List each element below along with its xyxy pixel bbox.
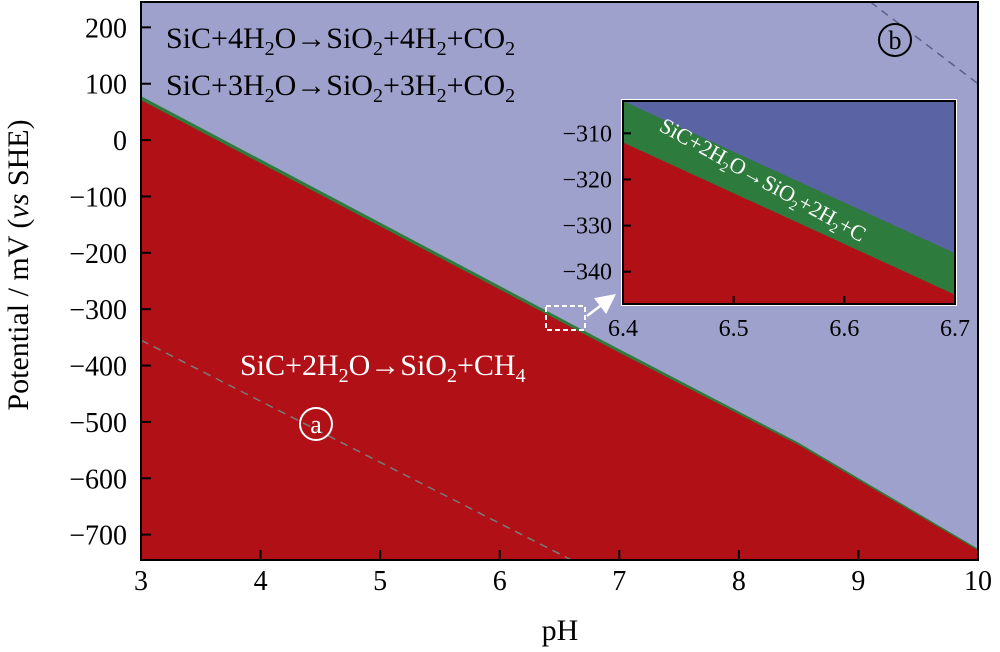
inset-x-tick-label: 6.7 [940,316,970,342]
inset-x-tick-label: 6.5 [719,316,749,342]
inset-x-ticks: 6.4 6.5 6.6 6.7 [608,296,970,342]
y-tick-label: 200 [85,13,127,44]
marker-a: a [299,407,333,441]
plot-frame [140,1,979,561]
marker-b: b [878,23,912,57]
y-tick-label: −400 [69,352,127,383]
y-tick-label: −100 [69,182,127,213]
y-tick-label: 0 [113,126,127,157]
y-axis-ticks: 200 100 0 −100 −200 −300 −400 −500 −600 −700 [69,13,151,552]
y-tick-label: −600 [69,464,127,495]
y-tick-label: −300 [69,295,127,326]
inset-x-tick-label: 6.6 [829,316,859,342]
x-axis-label: pH [542,614,579,647]
svg-text:a: a [310,410,322,439]
reaction-label-4h2o: SiC+4H2O→SiO2+4H2+CO2 [166,22,515,60]
y-tick-label: 100 [85,70,127,101]
x-tick-label: 3 [134,566,148,597]
y-tick-label: −700 [69,521,127,552]
x-tick-label: 10 [964,566,992,597]
inset-red-region [623,142,955,304]
x-tick-label: 7 [612,566,626,597]
inset-y-tick-label: −340 [562,260,612,286]
x-tick-label: 8 [732,566,746,597]
inset-y-tick-label: −320 [562,167,612,193]
x-axis-ticks: 3 4 5 6 7 8 9 10 [134,550,992,597]
dashed-line-a [141,339,572,560]
y-tick-label: −500 [69,408,127,439]
inset-x-tick-label: 6.4 [608,316,638,342]
inset-y-tick-label: −330 [562,214,612,240]
reaction-label-ch4: SiC+2H2O→SiO2+CH4 [240,349,526,387]
x-tick-label: 4 [254,566,268,597]
inset-y-tick-label: −310 [562,121,612,147]
y-axis-label: Potential / mV (vs SHE) [2,119,35,410]
inset-chart: 6.4 6.5 6.6 6.7 −310−320−330−340 SiC+2H2O→S… [562,99,970,342]
x-tick-label: 5 [373,566,387,597]
zoom-box [545,305,586,331]
x-tick-label: 6 [493,566,507,597]
svg-text:b: b [889,26,902,55]
x-tick-label: 9 [851,566,865,597]
dashed-line-b [869,2,978,85]
inset-y-ticks: −310 −320 −330 −340 [562,121,631,286]
y-tick-label: −200 [69,239,127,270]
zoom-arrow [586,293,616,317]
reaction-label-3h2o: SiC+3H2O→SiO2+3H2+CO2 [166,69,515,107]
